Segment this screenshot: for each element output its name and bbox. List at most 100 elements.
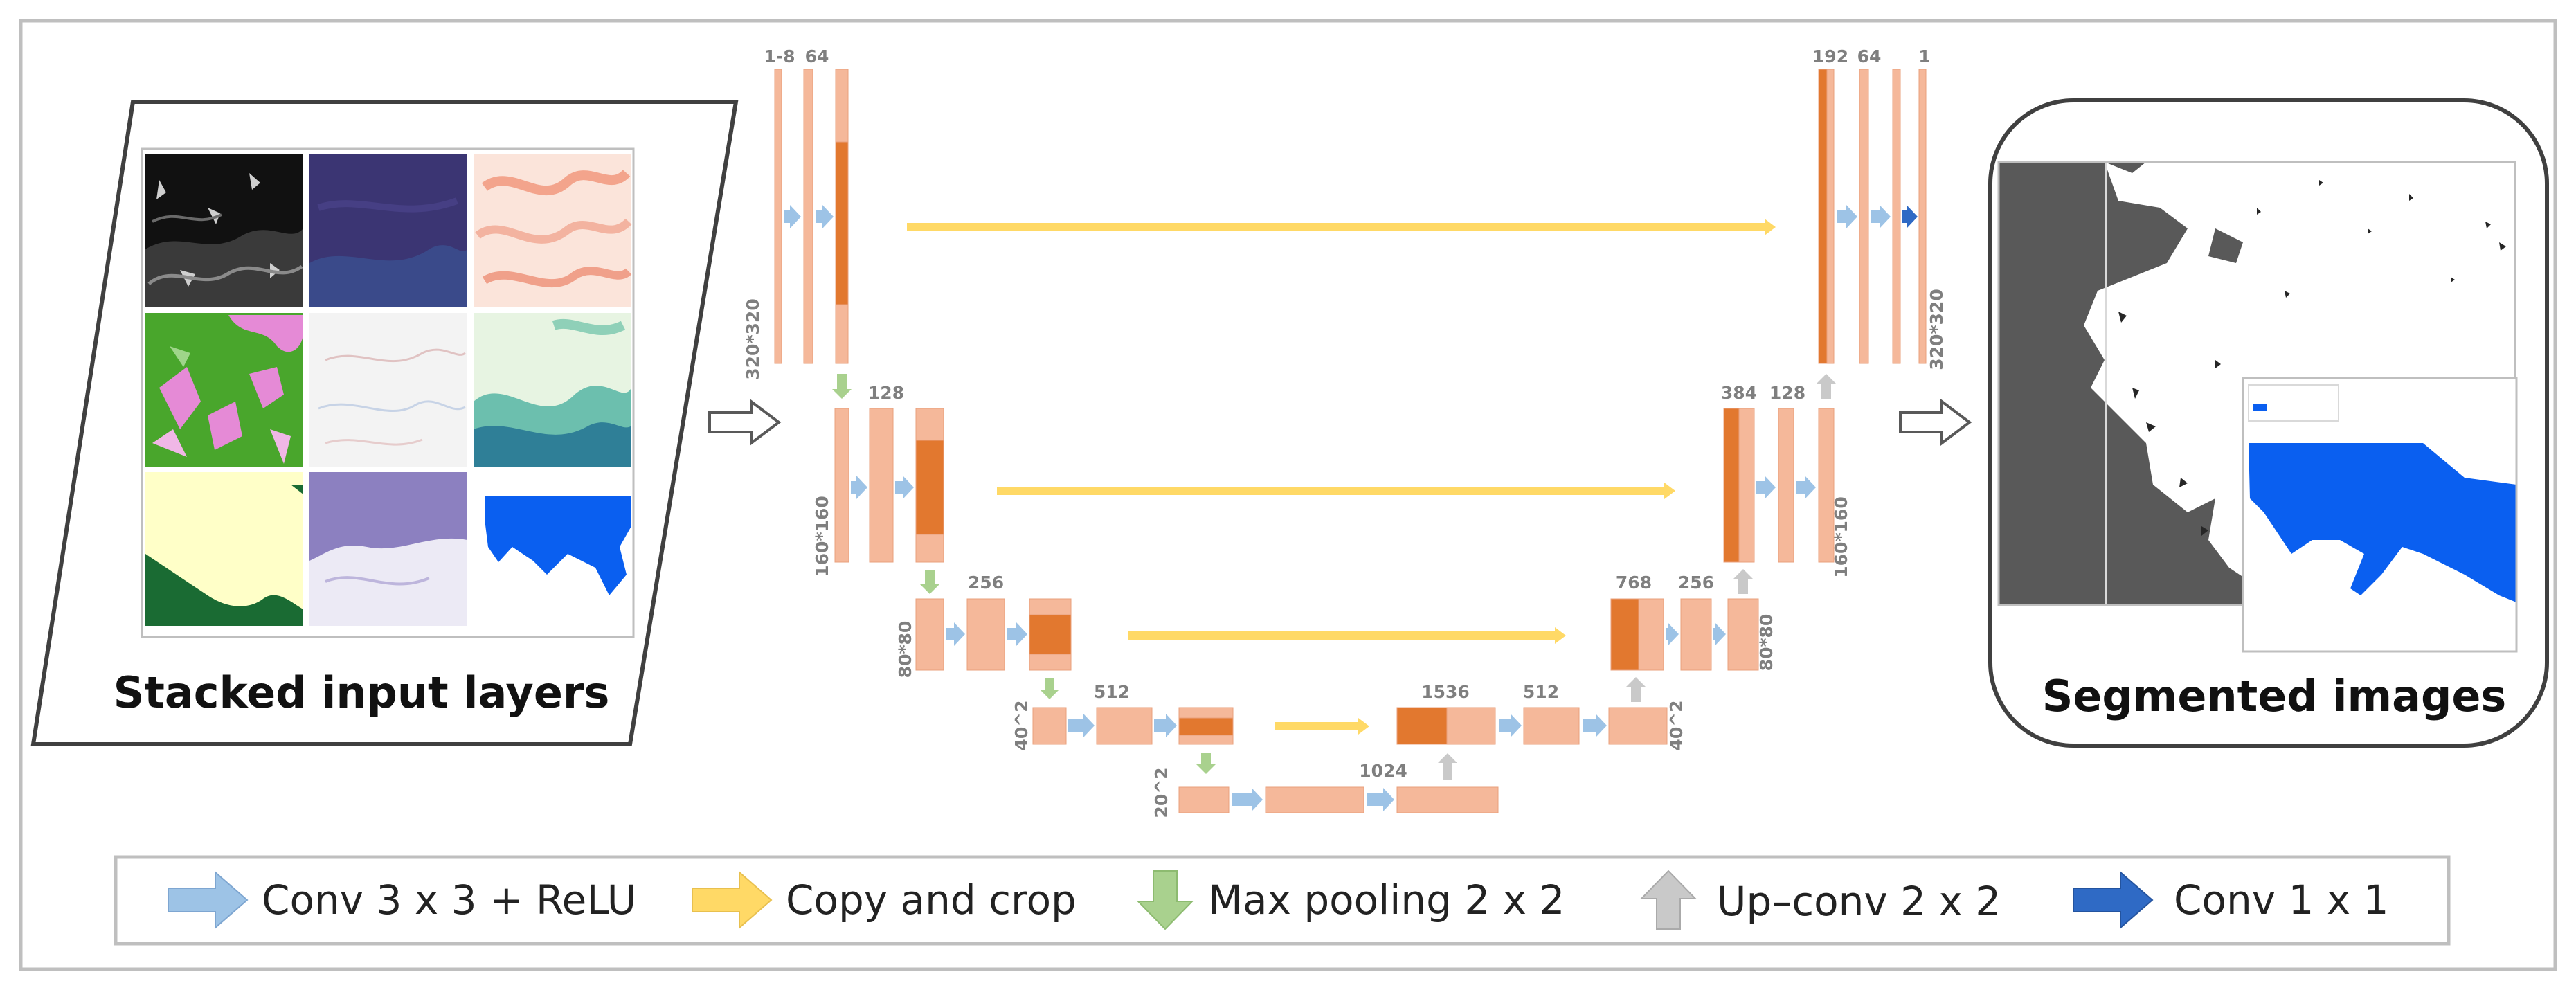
channel-label: 128 <box>868 383 904 403</box>
resolution-label: 160*160 <box>1831 496 1851 577</box>
copy-crop-arrow <box>907 219 1776 235</box>
conv-arrow <box>1367 788 1394 811</box>
feature-map-block <box>869 408 894 563</box>
copy-crop-arrow <box>997 483 1675 499</box>
conv-arrow <box>1837 205 1857 228</box>
max-pool-arrow <box>1196 753 1216 774</box>
feature-map-block <box>834 408 849 563</box>
input-layer-thumbnail <box>309 154 467 307</box>
unet-network: 1-8 64 320*320 128 160*160 256 80*80 512 40^2 102… <box>743 46 1947 818</box>
output-panel-title: Segmented images <box>2042 671 2507 721</box>
input-transition-arrow <box>708 399 782 446</box>
channel-label: 256 <box>1678 573 1714 593</box>
max-pooling-legend-label: Max pooling 2 x 2 <box>1208 876 1565 924</box>
channel-label: 384 <box>1721 383 1757 403</box>
channel-label: 1 <box>1918 46 1930 66</box>
conv-arrow <box>1583 714 1607 737</box>
feature-map-block-cropped <box>915 440 944 535</box>
input-panel-title: Stacked input layers <box>114 667 610 718</box>
channel-label: 64 <box>805 46 829 66</box>
conv-arrow <box>895 476 914 499</box>
output-transition-arrow <box>1899 399 1972 446</box>
channel-label: 1536 <box>1421 682 1470 702</box>
conv-arrow <box>1871 205 1891 228</box>
feature-map-block <box>1727 598 1759 671</box>
up-conv-arrow <box>1817 374 1836 399</box>
resolution-label: 20^2 <box>1151 767 1171 818</box>
conv-arrow <box>1713 622 1726 646</box>
conv-relu-legend-arrow <box>168 870 249 930</box>
feature-map-block-cropped <box>1029 614 1072 655</box>
feature-map-block-concat <box>1818 69 1828 364</box>
conv-arrow <box>1007 622 1027 646</box>
conv-arrow <box>1666 622 1679 646</box>
up-conv-legend-label: Up–conv 2 x 2 <box>1717 878 2001 925</box>
input-layer-thumbnail <box>474 313 631 467</box>
feature-map-block <box>1032 707 1067 745</box>
copy-crop-arrow <box>1128 627 1566 644</box>
feature-map-block <box>1738 408 1755 563</box>
input-panel <box>30 100 739 746</box>
output-panel <box>1988 98 2549 748</box>
channel-label: 1024 <box>1359 761 1407 781</box>
channel-label: 768 <box>1616 573 1652 593</box>
max-pooling-legend-arrow <box>1136 870 1194 930</box>
up-conv-arrow <box>1438 753 1457 780</box>
conv-relu-legend-label: Conv 3 x 3 + ReLU <box>262 876 636 924</box>
feature-map-block <box>1096 707 1153 745</box>
input-layer-thumbnail <box>309 472 467 626</box>
channel-label: 512 <box>1523 682 1559 702</box>
conv-arrow <box>946 622 965 646</box>
segmented-image-label-map-frame <box>2242 377 2518 653</box>
feature-map-block <box>1638 598 1664 671</box>
conv-arrow <box>1796 476 1816 499</box>
channel-label: 1-8 <box>764 46 795 66</box>
up-conv-arrow <box>1626 677 1646 702</box>
feature-map-block <box>1778 408 1794 563</box>
copy-crop-legend-arrow <box>692 870 773 930</box>
resolution-label: 160*160 <box>812 496 832 577</box>
feature-map-block <box>1892 69 1901 364</box>
feature-map-block <box>1608 707 1668 745</box>
feature-map-block <box>1396 786 1499 813</box>
conv-1x1-legend-label: Conv 1 x 1 <box>2174 876 2389 924</box>
input-layer-thumbnail <box>145 154 303 307</box>
conv-arrow <box>1499 714 1522 737</box>
input-layer-thumbnail <box>145 472 303 626</box>
feature-map-block-cropped <box>835 141 849 305</box>
resolution-label: 40^2 <box>1011 700 1032 750</box>
conv-1x1-legend-arrow <box>2073 870 2154 930</box>
conv-1x1-arrow <box>1902 205 1918 228</box>
resolution-label: 80*80 <box>1756 614 1776 672</box>
feature-map-block-cropped <box>1178 717 1234 736</box>
up-conv-arrow <box>1733 569 1753 594</box>
legend-frame <box>114 855 2451 946</box>
feature-map-block-concat <box>1610 598 1639 671</box>
feature-map-block <box>1826 69 1835 364</box>
conv-arrow <box>1756 476 1776 499</box>
feature-map-block <box>1178 786 1230 813</box>
conv-arrow <box>1154 714 1177 737</box>
feature-map-block <box>966 598 1005 671</box>
max-pool-arrow <box>1040 678 1059 699</box>
feature-map-block-concat <box>1396 707 1448 745</box>
channel-label: 192 <box>1812 46 1848 66</box>
conv-arrow <box>1232 788 1263 811</box>
max-pool-arrow <box>920 570 939 594</box>
legend: Conv 3 x 3 + ReLU Copy and crop Max pool… <box>114 855 2451 946</box>
resolution-label: 320*320 <box>1927 289 1947 370</box>
up-conv-legend-arrow <box>1639 870 1697 930</box>
max-pool-arrow <box>832 374 852 399</box>
resolution-label: 80*80 <box>895 621 915 678</box>
copy-crop-arrow <box>1275 718 1369 735</box>
input-layer-thumbnail <box>474 154 632 307</box>
segmented-image-label-map <box>2243 378 2516 651</box>
channel-label: 512 <box>1094 682 1130 702</box>
channel-label: 256 <box>968 573 1004 593</box>
feature-map-block <box>915 598 944 671</box>
feature-map-block <box>1265 786 1364 813</box>
input-layer-thumbnail <box>309 313 467 467</box>
conv-arrow <box>1068 714 1095 737</box>
feature-map-block <box>1918 69 1927 364</box>
